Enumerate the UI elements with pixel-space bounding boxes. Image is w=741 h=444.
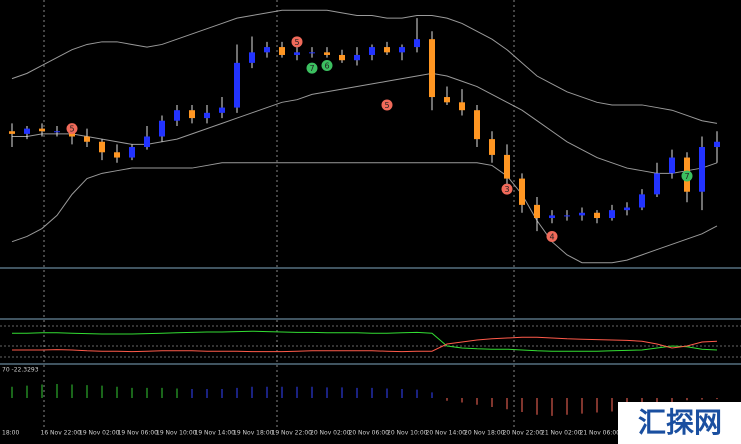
signal-label: 4 [549,232,554,241]
signal-marker [291,36,303,48]
candle-body [714,141,720,148]
signal-marker [66,123,78,135]
x-tick-label: 18:00 [2,430,19,437]
candle-body [699,147,705,192]
candle-body [339,54,345,61]
signal-marker [306,62,318,74]
candle-body [624,207,630,211]
candle-body [9,131,15,134]
candle-body [444,97,450,103]
candle-body [429,39,435,98]
candle-body [549,215,555,219]
candle-body [174,110,180,121]
x-tick-label: 19 Nov 06:00 [118,430,159,437]
candle-body [294,52,300,55]
candle-body [219,107,225,113]
watermark-bg [618,402,741,444]
candle-body [159,120,165,137]
candle-body [654,173,660,195]
candle-body [84,136,90,142]
candle-body [474,110,480,140]
candle-body [564,215,570,217]
x-tick-label: 20 Nov 06:00 [349,430,390,437]
candle-body [669,157,675,174]
candle-body [99,141,105,153]
candle-body [384,47,390,53]
candle-body [129,147,135,158]
candle-body [519,178,525,205]
candle-body [234,62,240,108]
oscillator-line [12,330,718,352]
x-tick-label: 21 Nov 02:00 [541,430,582,437]
x-tick-label: 19 Nov 02:00 [79,430,120,437]
oscillator-line [12,336,718,353]
signal-label: 5 [294,38,299,47]
signal-label: 6 [324,61,329,70]
candle-body [579,212,585,216]
candle-body [504,154,510,179]
candle-body [369,47,375,55]
candle-body [594,212,600,219]
candle-body [204,112,210,119]
candle-body [144,136,150,148]
candle-body [324,52,330,55]
candle-body [459,102,465,111]
signal-marker [381,99,393,111]
band-line [11,162,718,264]
signal-marker [321,59,333,71]
candle-body [189,110,195,119]
candle-body [249,52,255,63]
candle-body [534,204,540,219]
candle-body [354,54,360,61]
candle-body [24,128,30,134]
band-line [12,72,718,174]
indicator-label: 70 -22.3293 [2,367,39,374]
x-tick-label: 20 Nov 22:00 [503,430,544,437]
candle-body [114,152,120,158]
x-tick-label: 20 Nov 10:00 [387,430,428,437]
candle-body [399,47,405,53]
candle-body [489,139,495,155]
candle-body [414,39,420,48]
candle-body [279,47,285,55]
candle-body [39,128,45,132]
candle-body [609,210,615,219]
x-tick-label: 20 Nov 14:00 [426,430,467,437]
signal-marker [681,170,693,182]
x-tick-label: 16 Nov 22:00 [41,430,82,437]
x-tick-label: 19 Nov 22:00 [272,430,313,437]
candle-body [639,194,645,208]
signal-marker [546,230,558,242]
x-tick-label: 19 Nov 14:00 [195,430,236,437]
x-tick-label: 21 Nov 06:00 [580,430,621,437]
candle-body [309,52,315,54]
x-tick-label: 20 Nov 18:00 [464,430,505,437]
signal-label: 7 [309,64,314,73]
signal-label: 5 [69,125,74,134]
signal-label: 5 [384,101,389,110]
signal-label: 3 [504,185,509,194]
signal-label: 7 [684,172,689,181]
candle-body [264,47,270,53]
candle-body [54,131,60,133]
x-tick-label: 19 Nov 18:00 [233,430,274,437]
x-tick-label: 19 Nov 10:00 [156,430,197,437]
x-tick-label: 20 Nov 02:00 [310,430,351,437]
signal-marker [501,183,513,195]
band-line [11,9,718,124]
watermark: 汇探网 [638,406,722,439]
